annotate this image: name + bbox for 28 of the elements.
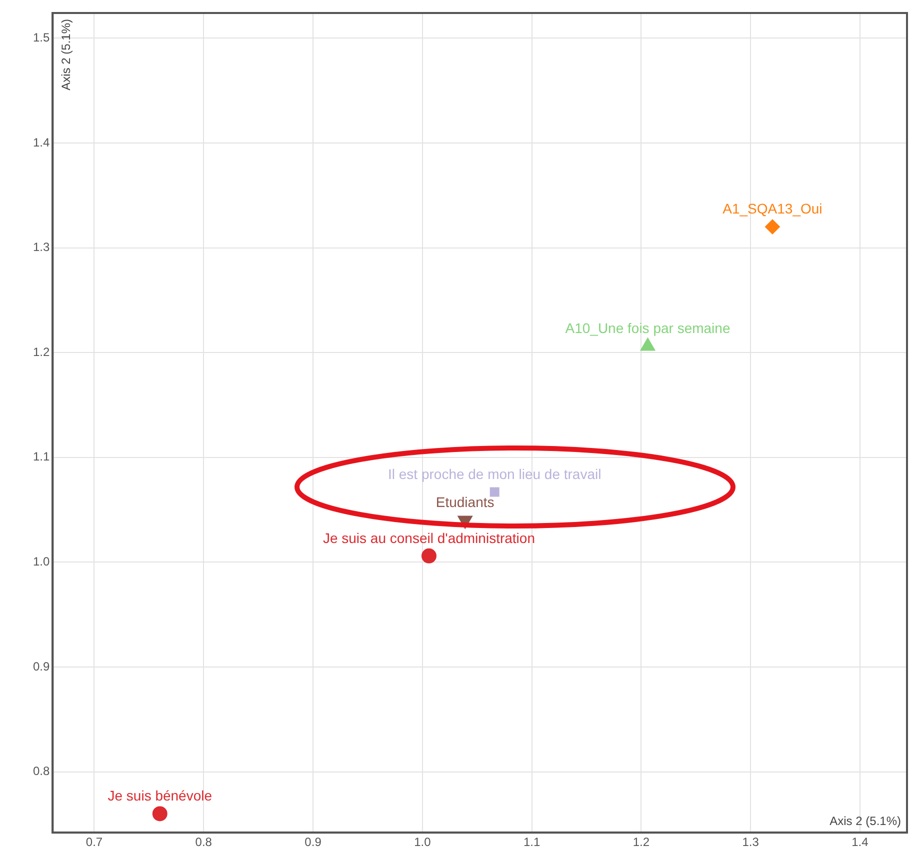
series-label: A1_SQA13_Oui	[722, 200, 822, 217]
x-tick-label: 0.8	[195, 835, 212, 850]
series-label: Etudiants	[436, 494, 494, 510]
y-tick-label: 0.8	[32, 764, 50, 778]
x-tick-label: 1.2	[632, 835, 650, 850]
y-tick-label: 1.1	[32, 450, 50, 464]
point	[152, 806, 168, 822]
x-tick-label: 1.4	[852, 835, 869, 850]
series-label: Il est proche de mon lieu de travail	[388, 466, 602, 482]
point	[764, 219, 780, 234]
point	[421, 548, 436, 564]
y-tick-label: 1.4	[32, 135, 50, 150]
x-tick-label: 1.3	[742, 835, 760, 850]
x-axis-title: Axis 2 (5.1%)	[830, 814, 901, 828]
y-axis-title: Axis 2 (5.1%)	[58, 19, 73, 90]
x-tick-label: 1.0	[414, 835, 432, 850]
point	[490, 487, 500, 497]
x-tick-label: 0.7	[86, 835, 103, 850]
y-tick-label: 1.5	[32, 30, 50, 44]
series-label: Je suis au conseil d'administration	[322, 530, 535, 546]
series-label: A10_Une fois par semaine	[565, 320, 730, 336]
series-label: Je suis bénévole	[108, 788, 212, 804]
x-tick-label: 0.9	[304, 835, 322, 850]
x-tick-label: 1.1	[523, 835, 540, 850]
y-tick-label: 1.2	[32, 344, 50, 359]
y-tick-label: 1.0	[32, 554, 50, 569]
y-tick-label: 0.9	[32, 659, 50, 674]
y-tick-label: 1.3	[32, 240, 50, 254]
